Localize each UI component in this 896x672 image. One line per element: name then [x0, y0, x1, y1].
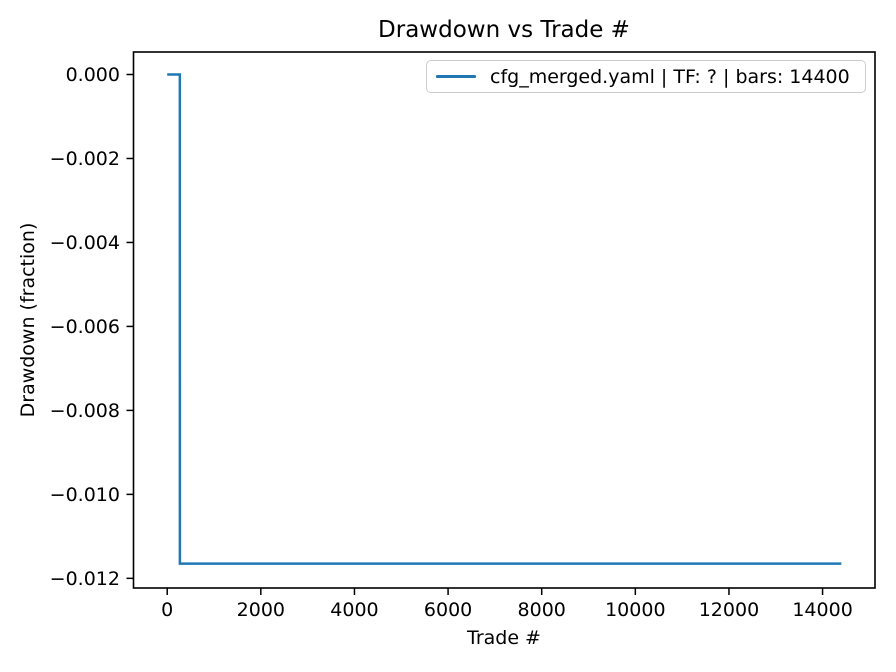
y-tick-label: −0.008 [50, 400, 120, 422]
x-tick-label: 4000 [330, 599, 378, 621]
legend: cfg_merged.yaml | TF: ? | bars: 14400 [426, 60, 866, 93]
x-tick-label: 8000 [518, 599, 566, 621]
series-line [167, 73, 842, 565]
x-tick-label: 2000 [237, 599, 285, 621]
x-tick-label: 6000 [424, 599, 472, 621]
legend-line-sample [436, 75, 476, 78]
y-tick-label: −0.012 [50, 568, 120, 590]
x-tick-label: 10000 [605, 599, 665, 621]
y-tick-label: −0.004 [50, 232, 120, 254]
x-axis-label: Trade # [467, 627, 541, 649]
y-tick-label: −0.002 [50, 148, 120, 170]
x-tick-label: 12000 [699, 599, 759, 621]
y-tick-label: 0.000 [66, 64, 120, 86]
y-tick-label: −0.010 [50, 484, 120, 506]
legend-label: cfg_merged.yaml | TF: ? | bars: 14400 [490, 65, 850, 88]
x-tick-label: 0 [161, 599, 173, 621]
x-tick-label: 14000 [792, 599, 852, 621]
y-tick-label: −0.006 [50, 316, 120, 338]
chart-title: Drawdown vs Trade # [378, 17, 630, 43]
axes-spines [132, 51, 876, 589]
